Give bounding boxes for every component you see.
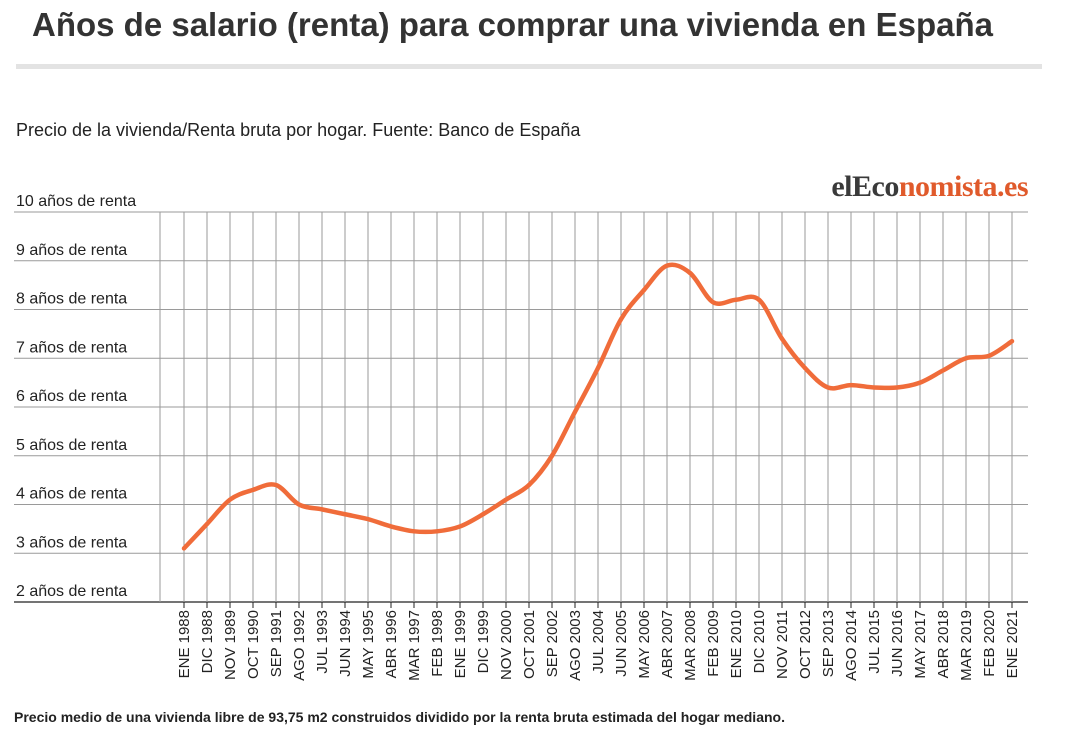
x-tick-label: NOV 1989 bbox=[222, 610, 239, 680]
data-point bbox=[527, 483, 531, 487]
data-point bbox=[412, 529, 416, 534]
x-tick-label: MAY 2006 bbox=[636, 610, 653, 679]
data-point bbox=[182, 546, 186, 551]
data-point bbox=[320, 507, 324, 512]
data-point bbox=[895, 385, 899, 390]
x-tick-label: ENE 1999 bbox=[452, 610, 469, 678]
data-point bbox=[205, 522, 209, 526]
brand-logo: elEconomista.es bbox=[831, 170, 1028, 203]
data-point bbox=[458, 524, 462, 529]
data-point bbox=[1010, 339, 1014, 344]
y-tick-label: 3 años de renta bbox=[16, 534, 127, 551]
data-points bbox=[182, 263, 1014, 551]
x-tick-label: JUL 2015 bbox=[866, 610, 883, 674]
x-tick-label: SEP 2002 bbox=[544, 610, 561, 677]
data-point bbox=[573, 409, 577, 414]
x-tick-label: ABR 1996 bbox=[383, 610, 400, 678]
y-axis-labels: 10 años de renta 9 años de renta 8 años de… bbox=[16, 193, 136, 600]
x-tick-label: MAR 1997 bbox=[406, 610, 423, 681]
data-point bbox=[366, 517, 370, 522]
data-point bbox=[504, 497, 508, 502]
data-point bbox=[642, 288, 646, 292]
page-title: Años de salario (renta) para comprar una… bbox=[32, 6, 993, 43]
chart-footnote: Precio medio de una vivienda libre de 93… bbox=[14, 709, 785, 725]
data-point bbox=[619, 317, 623, 322]
data-point bbox=[274, 483, 278, 487]
x-tick-label: SEP 1991 bbox=[268, 610, 285, 677]
y-tick-label: 10 años de renta bbox=[16, 193, 136, 210]
x-tick-label: ENE 2010 bbox=[728, 610, 745, 678]
data-point bbox=[987, 353, 991, 358]
x-tick-label: NOV 2000 bbox=[498, 610, 515, 680]
chart-grid bbox=[14, 211, 1028, 608]
y-tick-label: 7 años de renta bbox=[16, 339, 127, 356]
data-point bbox=[872, 385, 876, 390]
data-point bbox=[596, 366, 600, 370]
data-point bbox=[688, 270, 692, 275]
data-point bbox=[711, 300, 715, 305]
x-tick-label: SEP 2013 bbox=[820, 610, 837, 677]
x-tick-label: ABR 2007 bbox=[659, 610, 676, 678]
y-tick-label: 5 años de renta bbox=[16, 437, 127, 454]
x-tick-label: OCT 2012 bbox=[797, 610, 814, 679]
x-tick-label: AGO 1992 bbox=[291, 610, 308, 681]
x-tick-label: JUL 1993 bbox=[314, 610, 331, 674]
x-tick-label: OCT 2001 bbox=[521, 610, 538, 679]
data-point bbox=[734, 297, 738, 302]
x-tick-label: AGO 2014 bbox=[843, 610, 860, 681]
x-tick-label: JUN 2005 bbox=[613, 610, 630, 677]
x-tick-label: DIC 2010 bbox=[751, 610, 768, 673]
x-tick-label: AGO 2003 bbox=[567, 610, 584, 681]
x-tick-label: OCT 1990 bbox=[245, 610, 262, 679]
x-tick-label: MAR 2019 bbox=[958, 610, 975, 681]
data-point bbox=[757, 297, 761, 302]
data-point bbox=[849, 383, 853, 388]
x-tick-label: FEB 2009 bbox=[705, 610, 722, 677]
x-tick-label: FEB 1998 bbox=[429, 610, 446, 677]
x-tick-label: JUN 2016 bbox=[889, 610, 906, 677]
data-point bbox=[481, 512, 485, 517]
x-tick-label: JUN 1994 bbox=[337, 610, 354, 677]
x-tick-label: JUL 2004 bbox=[590, 610, 607, 674]
data-point bbox=[228, 497, 232, 502]
data-point bbox=[826, 385, 830, 390]
x-tick-label: NOV 2011 bbox=[774, 610, 791, 679]
data-point bbox=[435, 529, 439, 534]
x-tick-label: MAY 1995 bbox=[360, 610, 377, 679]
x-tick-label: ENE 2021 bbox=[1004, 610, 1021, 678]
data-point bbox=[665, 263, 669, 268]
y-tick-label: 6 años de renta bbox=[16, 388, 127, 405]
data-point bbox=[343, 512, 347, 517]
data-point bbox=[964, 356, 968, 361]
x-tick-label: FEB 2020 bbox=[981, 610, 998, 677]
x-tick-label: MAY 2017 bbox=[912, 610, 929, 679]
y-tick-label: 8 años de renta bbox=[16, 291, 127, 308]
data-point bbox=[918, 380, 922, 385]
x-tick-label: DIC 1999 bbox=[475, 610, 492, 673]
y-tick-label: 4 años de renta bbox=[16, 486, 127, 503]
x-tick-label: ABR 2018 bbox=[935, 610, 952, 678]
data-point bbox=[389, 524, 393, 529]
x-tick-label: MAR 2008 bbox=[682, 610, 699, 681]
y-tick-label: 2 años de renta bbox=[16, 583, 127, 600]
data-point bbox=[550, 453, 554, 458]
chart-subtitle: Precio de la vivienda/Renta bruta por ho… bbox=[16, 120, 581, 140]
x-tick-label: DIC 1988 bbox=[199, 610, 216, 673]
x-axis-labels: ENE 1988 DIC 1988 NOV 1989 OCT 1990 SEP 1991… bbox=[176, 610, 1021, 681]
data-point bbox=[297, 502, 301, 507]
title-divider bbox=[16, 64, 1042, 69]
y-tick-label: 9 años de renta bbox=[16, 242, 127, 259]
x-tick-label: ENE 1988 bbox=[176, 610, 193, 678]
data-point bbox=[251, 487, 255, 492]
data-point bbox=[780, 336, 784, 341]
data-point bbox=[941, 368, 945, 373]
data-point bbox=[803, 366, 807, 370]
